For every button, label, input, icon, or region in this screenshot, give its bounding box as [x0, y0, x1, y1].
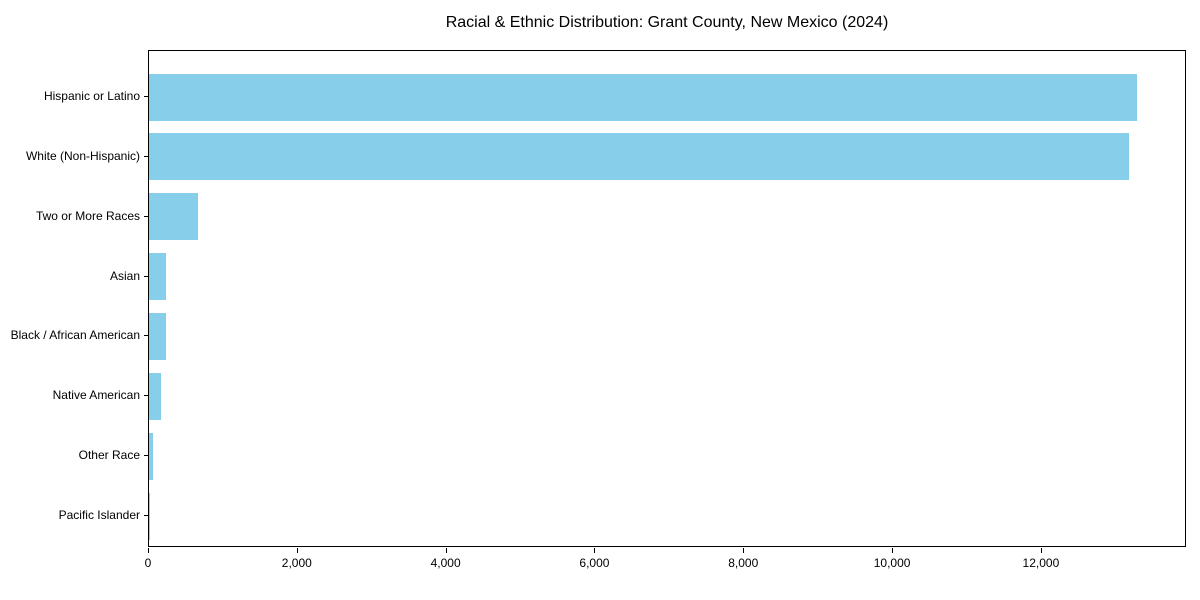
x-tick-mark: [445, 548, 447, 553]
bar-two-or-more-races: [149, 193, 199, 241]
bar-white-non-hispanic: [149, 133, 1129, 181]
bar-native-american: [149, 372, 162, 420]
x-tick-label-0: 0: [144, 556, 152, 570]
x-tick-mark: [148, 548, 149, 553]
y-axis-label-other-race: Other Race: [78, 448, 140, 463]
y-tick-mark: [144, 96, 149, 97]
y-tick-mark: [144, 215, 149, 217]
x-tick-label-8-000: 8,000: [728, 556, 759, 570]
y-tick-mark: [144, 155, 149, 157]
y-axis-label-asian: Asian: [109, 268, 140, 283]
y-tick-mark: [144, 515, 149, 517]
x-tick-mark: [892, 548, 894, 553]
y-axis-label-black-african-american: Black / African American: [10, 328, 140, 343]
y-tick-mark: [144, 455, 149, 457]
y-axis-label-hispanic-or-latino: Hispanic or Latino: [43, 89, 140, 103]
bar-other-race: [149, 432, 154, 480]
x-tick-mark: [594, 548, 596, 553]
plot-area: [148, 50, 1186, 547]
y-tick-mark: [144, 335, 149, 337]
y-axis-label-native-american: Native American: [52, 388, 140, 403]
x-tick-label-12-000: 12,000: [1022, 556, 1060, 570]
x-tick-mark: [296, 548, 298, 553]
y-tick-mark: [144, 275, 149, 277]
y-tick-mark: [144, 395, 149, 397]
y-axis-label-white-non-hispanic: White (Non-Hispanic): [25, 148, 140, 163]
x-tick-label-2-000: 2,000: [281, 556, 312, 570]
y-axis-label-pacific-islander: Pacific Islander: [58, 508, 140, 523]
x-tick-mark: [1040, 548, 1042, 553]
bar-asian: [149, 253, 167, 301]
x-tick-label-6-000: 6,000: [579, 556, 610, 570]
bar-hispanic-or-latino: [149, 73, 1138, 121]
x-tick-mark: [743, 548, 745, 553]
bar-black-african-american: [149, 312, 166, 360]
x-tick-label-10-000: 10,000: [873, 556, 911, 570]
y-axis-label-two-or-more-races: Two or More Races: [35, 208, 140, 223]
x-tick-label-4-000: 4,000: [430, 556, 461, 570]
chart-title: Racial & Ethnic Distribution: Grant Coun…: [445, 14, 889, 31]
